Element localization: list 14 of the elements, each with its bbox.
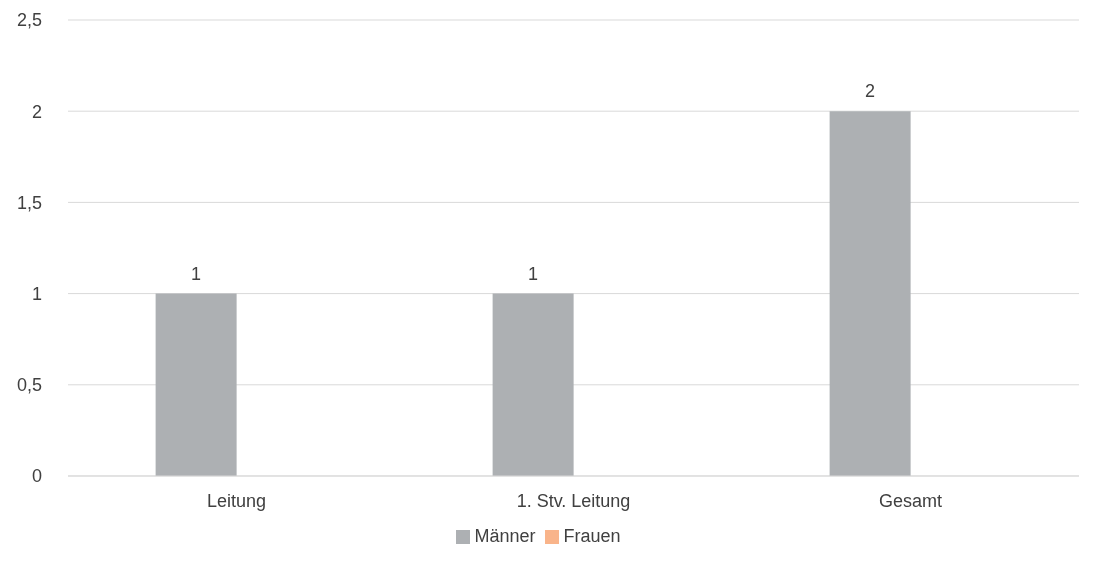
data-label: 2	[865, 81, 876, 102]
y-tick-label: 0	[31, 466, 42, 487]
legend-label: Frauen	[563, 526, 621, 546]
data-label: 1	[528, 263, 539, 284]
y-tick-label: 2	[31, 101, 42, 122]
x-tick-label: 1. Stv. Leitung	[516, 490, 631, 511]
data-label: 1	[191, 263, 202, 284]
x-tick-label: Leitung	[206, 490, 267, 511]
y-tick-label: 1,5	[16, 192, 42, 213]
x-tick-label: Gesamt	[878, 490, 943, 511]
legend-label: Männer	[474, 526, 536, 546]
y-tick-label: 2,5	[16, 10, 42, 31]
y-tick-label: 1	[31, 283, 42, 304]
y-tick-label: 0,5	[16, 375, 42, 396]
